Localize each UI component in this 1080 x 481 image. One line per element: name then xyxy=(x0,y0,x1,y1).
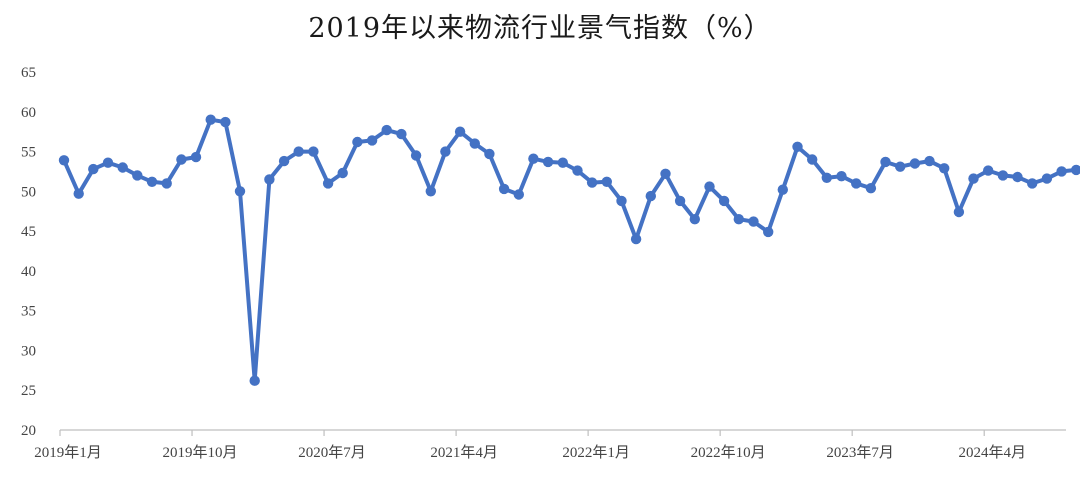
data-point xyxy=(660,168,671,179)
data-point xyxy=(88,163,99,175)
data-point xyxy=(895,161,906,172)
data-point xyxy=(1071,164,1080,176)
data-point xyxy=(748,216,759,227)
data-point xyxy=(454,126,466,137)
data-point xyxy=(939,163,950,174)
data-point xyxy=(865,183,877,194)
data-point xyxy=(498,183,510,195)
data-point xyxy=(440,146,451,157)
data-point xyxy=(924,155,935,167)
data-point xyxy=(1012,171,1023,183)
data-point xyxy=(264,174,275,185)
data-point xyxy=(161,178,172,189)
data-point xyxy=(234,186,246,197)
data-point xyxy=(132,170,143,181)
y-tick-label: 35 xyxy=(21,304,36,320)
data-point xyxy=(689,214,700,225)
data-point xyxy=(190,151,202,163)
y-tick-label: 45 xyxy=(21,224,36,240)
x-tick-label: 2019年10月 xyxy=(163,444,238,461)
data-point xyxy=(763,226,774,238)
data-point xyxy=(205,114,216,125)
data-point xyxy=(366,135,378,146)
x-tick-label: 2021年4月 xyxy=(430,444,498,461)
data-point xyxy=(909,158,921,169)
y-tick-label: 25 xyxy=(21,383,36,399)
data-point xyxy=(102,157,114,168)
data-point xyxy=(469,138,480,149)
data-point xyxy=(1056,166,1067,177)
data-point xyxy=(528,153,539,164)
x-tick-label: 2024年4月 xyxy=(958,444,1026,461)
data-point xyxy=(308,146,319,157)
data-point xyxy=(249,375,260,386)
data-point xyxy=(293,146,304,157)
data-point xyxy=(410,150,422,161)
data-point xyxy=(674,195,686,207)
y-tick-label: 30 xyxy=(21,343,36,359)
data-point xyxy=(381,124,392,136)
y-tick-label: 20 xyxy=(21,423,36,439)
y-tick-label: 40 xyxy=(21,264,36,280)
data-point xyxy=(572,165,583,176)
data-point xyxy=(1027,178,1038,189)
data-point xyxy=(278,155,290,167)
data-point xyxy=(73,188,84,199)
x-tick-label: 2022年1月 xyxy=(562,444,630,461)
y-tick-label: 60 xyxy=(21,105,36,121)
y-tick-label: 55 xyxy=(21,145,36,161)
data-point xyxy=(1041,173,1053,184)
data-point xyxy=(880,156,891,168)
x-tick-label: 2020年7月 xyxy=(298,444,366,461)
data-point xyxy=(58,155,70,166)
data-point xyxy=(484,148,495,160)
data-point xyxy=(396,128,407,140)
x-tick-label: 2023年7月 xyxy=(826,444,894,461)
data-point xyxy=(146,176,158,187)
data-point xyxy=(645,190,656,202)
data-point xyxy=(836,171,847,182)
data-point xyxy=(968,173,979,184)
data-point xyxy=(807,154,818,165)
data-point xyxy=(704,181,715,192)
data-point xyxy=(542,156,554,168)
x-tick-label: 2019年1月 xyxy=(34,444,102,461)
data-point xyxy=(352,136,363,148)
data-point xyxy=(601,176,612,187)
data-point xyxy=(718,195,730,207)
data-point xyxy=(733,214,744,225)
data-point xyxy=(997,170,1009,181)
data-point xyxy=(425,186,436,197)
data-point xyxy=(983,165,994,176)
data-point xyxy=(176,154,187,165)
y-tick-label: 65 xyxy=(21,65,36,81)
data-point xyxy=(557,157,568,168)
data-point xyxy=(777,184,788,195)
data-point xyxy=(513,189,524,200)
data-point xyxy=(337,167,348,179)
data-point xyxy=(586,177,598,188)
data-point xyxy=(851,178,862,189)
data-point xyxy=(117,162,128,173)
data-point xyxy=(220,116,231,128)
data-point xyxy=(630,233,642,245)
data-point xyxy=(953,206,965,218)
data-point xyxy=(821,172,832,183)
data-point xyxy=(616,195,627,207)
data-point xyxy=(322,178,334,189)
data-point xyxy=(792,141,803,152)
x-tick-label: 2022年10月 xyxy=(691,444,766,461)
y-tick-label: 50 xyxy=(21,184,36,200)
chart-title: 2019年以来物流行业景气指数（%） xyxy=(308,13,772,44)
